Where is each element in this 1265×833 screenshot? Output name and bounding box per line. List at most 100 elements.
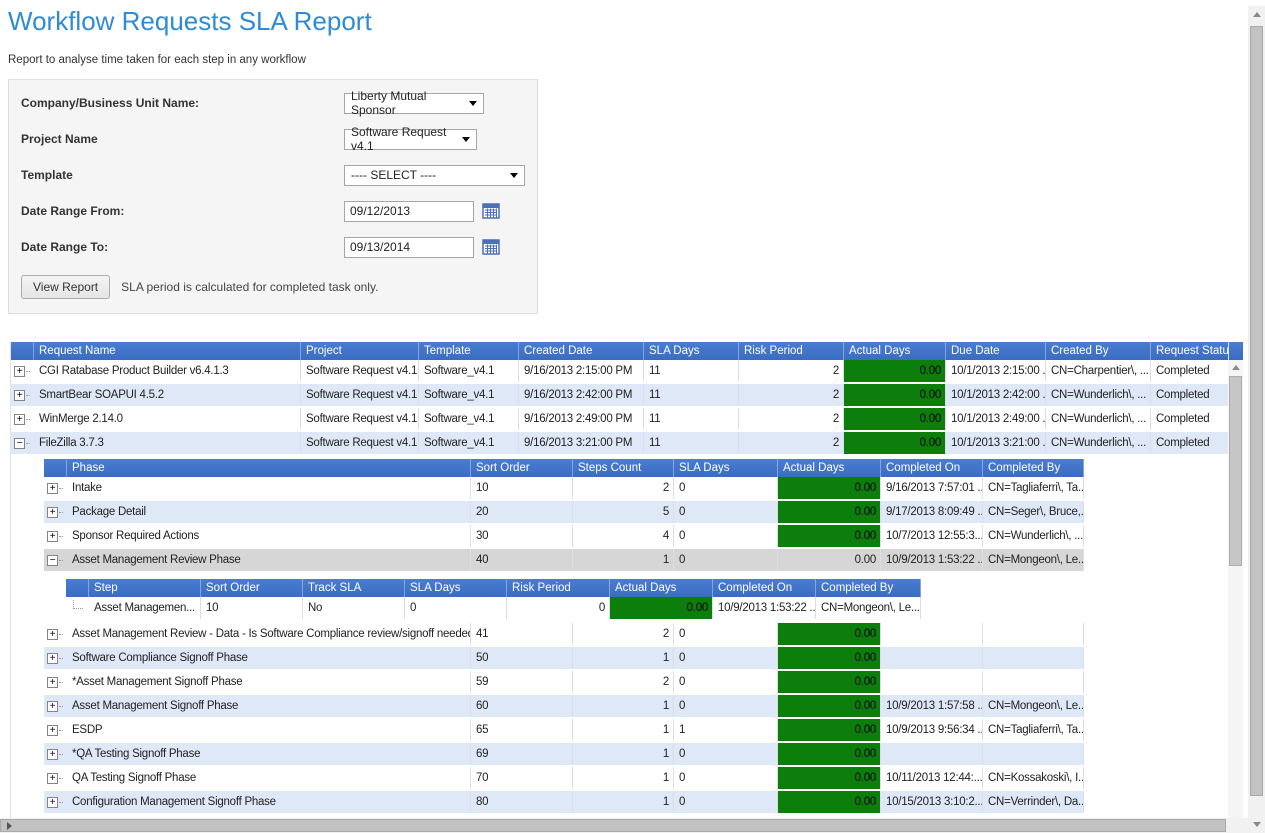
column-header-completed-on[interactable]: Completed On	[713, 579, 816, 597]
expand-toggle[interactable]: +	[44, 791, 67, 813]
scroll-up-icon[interactable]	[1228, 360, 1243, 375]
template-select[interactable]: ---- SELECT ----	[344, 164, 525, 186]
request-row[interactable]: + SmartBear SOAPUI 4.5.2 Software Reques…	[11, 384, 1243, 408]
column-header-actual-days[interactable]: Actual Days	[778, 459, 881, 477]
expand-box-icon[interactable]: −	[14, 437, 25, 449]
expand-box-icon[interactable]: +	[47, 772, 58, 784]
column-header-track-sla[interactable]: Track SLA	[303, 579, 405, 597]
expand-box-icon[interactable]: +	[47, 700, 58, 712]
expand-box-icon[interactable]: +	[47, 506, 58, 518]
scroll-down-icon[interactable]	[1248, 817, 1265, 832]
phase-row[interactable]: + ESDP 65 1 1 0.00 10/9/2013 9:56:34 ...…	[44, 719, 1084, 743]
column-header-project[interactable]: Project	[301, 342, 419, 360]
expand-box-icon[interactable]: +	[14, 389, 25, 401]
column-header-due-date[interactable]: Due Date	[946, 342, 1046, 360]
company-select[interactable]: Liberty Mutual Sponsor	[344, 89, 484, 117]
cell-actual-days: 0.00	[778, 767, 881, 789]
calendar-icon[interactable]	[482, 203, 500, 219]
expand-toggle[interactable]: +	[11, 384, 34, 406]
date-from-input[interactable]	[344, 200, 474, 222]
column-header-created-by[interactable]: Created By	[1046, 342, 1151, 360]
expand-toggle[interactable]: +	[44, 477, 67, 499]
request-row[interactable]: − FileZilla 3.7.3 Software Request v4.1 …	[11, 432, 1243, 456]
column-header-template[interactable]: Template	[419, 342, 519, 360]
column-header-created-date[interactable]: Created Date	[519, 342, 644, 360]
column-header-step[interactable]: Step	[89, 579, 201, 597]
expand-toggle[interactable]: +	[44, 719, 67, 741]
cell-steps-count: 4	[573, 525, 674, 547]
page-hscrollbar-thumb[interactable]	[0, 819, 1226, 832]
expand-box-icon[interactable]: +	[47, 748, 58, 760]
project-select[interactable]: Software Request v4.1	[344, 125, 477, 153]
view-report-button[interactable]: View Report	[21, 275, 111, 299]
expand-box-icon[interactable]: +	[47, 652, 58, 664]
expand-toggle[interactable]: +	[44, 501, 67, 523]
column-header-actual-days[interactable]: Actual Days	[610, 579, 713, 597]
column-header-sla-days[interactable]: SLA Days	[405, 579, 507, 597]
step-row[interactable]: Asset Managemen... 10 No 0 0 0.00 10/9/2…	[66, 597, 921, 621]
scroll-up-icon[interactable]	[1248, 7, 1265, 22]
column-header-risk-period[interactable]: Risk Period	[739, 342, 844, 360]
column-header-request-name[interactable]: Request Name	[34, 342, 301, 360]
phase-row[interactable]: + Configuration Management Signoff Phase…	[44, 791, 1084, 815]
page-scrollbar-thumb[interactable]	[1250, 26, 1263, 796]
expand-toggle[interactable]: −	[11, 432, 34, 454]
cell-request-status: Completed	[1151, 384, 1229, 406]
phase-row[interactable]: + Software Compliance Signoff Phase 50 1…	[44, 647, 1084, 671]
request-row[interactable]: + CGI Ratabase Product Builder v6.4.1.3 …	[11, 360, 1243, 384]
expand-toggle[interactable]: +	[11, 360, 34, 382]
column-header-phase[interactable]: Phase	[67, 459, 471, 477]
column-header-request-status[interactable]: Request Status	[1151, 342, 1229, 360]
column-header-sla-days[interactable]: SLA Days	[674, 459, 778, 477]
expand-box-icon[interactable]: +	[14, 413, 25, 425]
phase-row[interactable]: + Intake 10 2 0 0.00 9/16/2013 7:57:01 .…	[44, 477, 1084, 501]
column-header-sort-order[interactable]: Sort Order	[201, 579, 303, 597]
expand-toggle[interactable]: +	[44, 767, 67, 789]
expand-toggle[interactable]: +	[44, 647, 67, 669]
phase-row[interactable]: + Package Detail 20 5 0 0.00 9/17/2013 8…	[44, 501, 1084, 525]
cell-due-date: 10/1/2013 3:21:00 ...	[946, 432, 1046, 454]
expand-box-icon[interactable]: −	[47, 554, 58, 566]
phase-row[interactable]: + Asset Management Review - Data - Is So…	[44, 623, 1084, 647]
phase-row[interactable]: + Asset Management Signoff Phase 60 1 0 …	[44, 695, 1084, 719]
page-scrollbar-vertical[interactable]	[1248, 6, 1265, 833]
cell-sla-days: 11	[644, 432, 739, 454]
cell-sla-days: 1	[674, 719, 778, 741]
grid-scrollbar-thumb[interactable]	[1229, 376, 1242, 566]
column-header-actual-days[interactable]: Actual Days	[844, 342, 946, 360]
expand-box-icon[interactable]: +	[47, 482, 58, 494]
phase-row[interactable]: + Sponsor Required Actions 30 4 0 0.00 1…	[44, 525, 1084, 549]
page-scrollbar-horizontal[interactable]	[0, 818, 1248, 833]
expand-box-icon[interactable]: +	[14, 365, 25, 377]
expand-toggle[interactable]: +	[44, 743, 67, 765]
phase-row[interactable]: + QA Testing Signoff Phase 70 1 0 0.00 1…	[44, 767, 1084, 791]
expand-toggle[interactable]: −	[44, 549, 67, 571]
date-to-input[interactable]	[344, 236, 474, 258]
request-row[interactable]: + WinMerge 2.14.0 Software Request v4.1 …	[11, 408, 1243, 432]
expand-toggle[interactable]: +	[44, 671, 67, 693]
expand-box-icon[interactable]: +	[47, 628, 58, 640]
expand-toggle[interactable]: +	[44, 623, 67, 645]
scroll-right-icon[interactable]	[0, 818, 18, 833]
expand-toggle[interactable]: +	[11, 408, 34, 430]
column-header-risk-period[interactable]: Risk Period	[507, 579, 610, 597]
phase-row[interactable]: + *Asset Management Signoff Phase 59 2 0…	[44, 671, 1084, 695]
expand-toggle[interactable]: +	[44, 525, 67, 547]
expand-box-icon[interactable]: +	[47, 676, 58, 688]
phase-row[interactable]: + *QA Testing Signoff Phase 69 1 0 0.00	[44, 743, 1084, 767]
expand-box-icon[interactable]: +	[47, 724, 58, 736]
report-grid: Request Name Project Template Created Da…	[10, 342, 1243, 820]
column-header-completed-on[interactable]: Completed On	[881, 459, 983, 477]
cell-sort-order: 80	[471, 791, 573, 813]
grid-scrollbar[interactable]	[1228, 360, 1243, 820]
column-header-sort-order[interactable]: Sort Order	[471, 459, 573, 477]
expand-box-icon[interactable]: +	[47, 796, 58, 808]
expand-box-icon[interactable]: +	[47, 530, 58, 542]
column-header-sla-days[interactable]: SLA Days	[644, 342, 739, 360]
expand-toggle[interactable]: +	[44, 695, 67, 717]
phase-row[interactable]: − Asset Management Review Phase 40 1 0 0…	[44, 549, 1084, 573]
column-header-completed-by[interactable]: Completed By	[816, 579, 921, 597]
calendar-icon[interactable]	[482, 239, 500, 255]
column-header-steps-count[interactable]: Steps Count	[573, 459, 674, 477]
column-header-completed-by[interactable]: Completed By	[983, 459, 1084, 477]
